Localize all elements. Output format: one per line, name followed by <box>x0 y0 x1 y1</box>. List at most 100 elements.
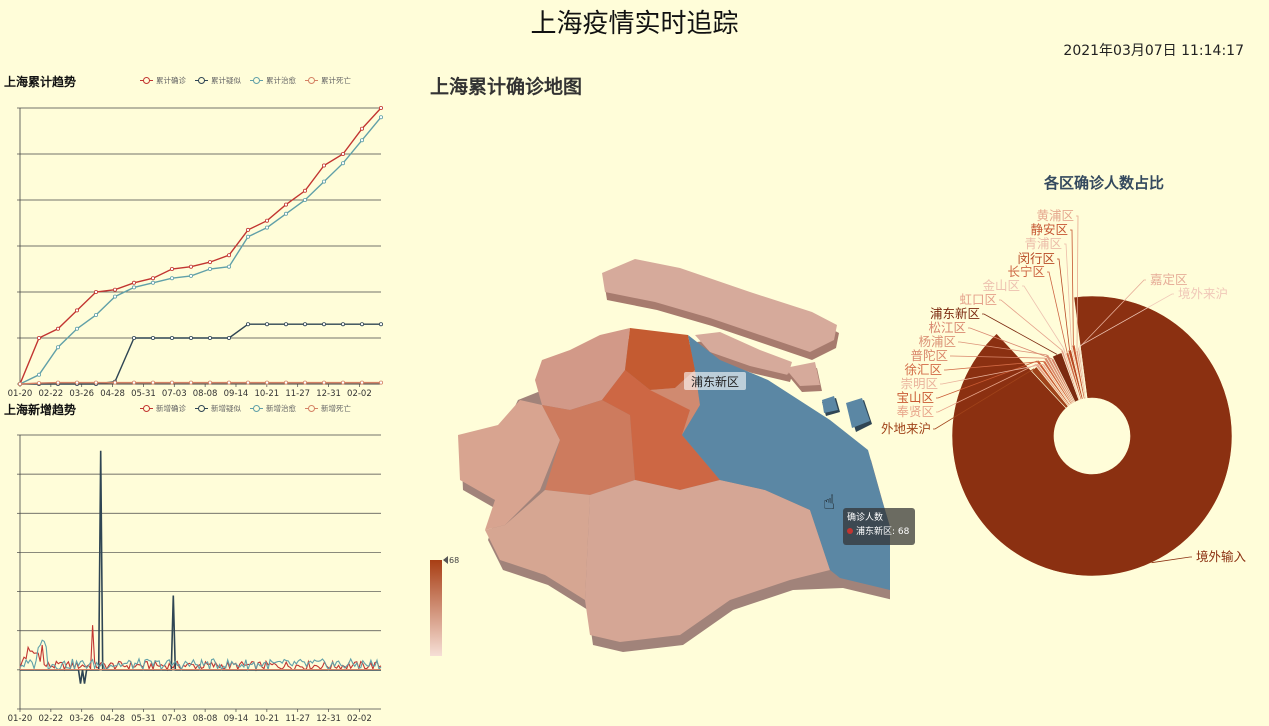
data-point[interactable] <box>245 322 250 327</box>
data-point[interactable] <box>150 276 155 281</box>
data-point[interactable] <box>226 253 231 258</box>
data-point[interactable] <box>340 161 345 166</box>
data-point[interactable] <box>245 234 250 239</box>
data-point[interactable] <box>283 202 288 207</box>
data-point[interactable] <box>302 188 307 193</box>
small-islands[interactable] <box>822 396 872 432</box>
chongming-island[interactable] <box>602 259 839 360</box>
data-point[interactable] <box>321 163 326 168</box>
district-minhang[interactable] <box>602 370 720 490</box>
data-point[interactable] <box>207 380 212 385</box>
data-point[interactable] <box>359 380 364 385</box>
district-baoshan[interactable] <box>625 328 695 390</box>
data-point[interactable] <box>113 294 118 299</box>
pie-slice[interactable] <box>951 295 1233 577</box>
legend-item-new-suspected[interactable]: 新增疑似 <box>195 403 241 414</box>
legend-item-cum-confirmed[interactable]: 累计确诊 <box>140 75 186 86</box>
cumulative-trend-chart[interactable]: 01-20 02-22 03-26 04-28 05-31 07-03 08-08 09-14… <box>0 95 400 405</box>
data-point[interactable] <box>302 198 307 203</box>
data-point[interactable] <box>131 335 136 340</box>
data-point[interactable] <box>131 280 136 285</box>
data-point[interactable] <box>188 380 193 385</box>
data-point[interactable] <box>113 287 118 292</box>
hengsha-island[interactable] <box>785 362 822 392</box>
pie-slice[interactable] <box>1062 347 1081 401</box>
data-point[interactable] <box>340 322 345 327</box>
district-fengxian[interactable] <box>585 480 830 642</box>
data-point[interactable] <box>94 289 99 294</box>
data-point[interactable] <box>245 227 250 232</box>
data-point[interactable] <box>245 380 250 385</box>
data-point[interactable] <box>94 312 99 317</box>
data-point[interactable] <box>37 335 42 340</box>
data-point[interactable] <box>226 335 231 340</box>
legend-item-cum-death[interactable]: 累计死亡 <box>305 75 351 86</box>
data-point[interactable] <box>283 211 288 216</box>
district-qingpu[interactable] <box>458 400 560 530</box>
data-point[interactable] <box>150 335 155 340</box>
data-point[interactable] <box>56 380 61 385</box>
data-point[interactable] <box>264 322 269 327</box>
data-point[interactable] <box>169 266 174 271</box>
data-point[interactable] <box>75 326 80 331</box>
data-point[interactable] <box>188 273 193 278</box>
data-point[interactable] <box>17 381 22 386</box>
series-line[interactable] <box>20 323 381 385</box>
data-point[interactable] <box>169 380 174 385</box>
legend-item-new-cured[interactable]: 新增治愈 <box>250 403 296 414</box>
data-point[interactable] <box>359 138 364 143</box>
data-point[interactable] <box>378 105 383 110</box>
data-point[interactable] <box>207 260 212 265</box>
district-pie-chart[interactable]: 境外输入 外地来沪 奉贤区宝山区崇明区徐汇区普陀区杨浦区松江区浦东新区虹口区金山区长… <box>860 200 1269 600</box>
pie-slice[interactable] <box>1045 353 1075 404</box>
district-pudong[interactable] <box>682 335 890 590</box>
data-point[interactable] <box>56 326 61 331</box>
data-point[interactable] <box>207 335 212 340</box>
data-point[interactable] <box>75 380 80 385</box>
data-point[interactable] <box>188 335 193 340</box>
legend-item-cum-cured[interactable]: 累计治愈 <box>250 75 296 86</box>
legend-item-cum-suspected[interactable]: 累计疑似 <box>195 75 241 86</box>
district-jinshan[interactable] <box>485 490 590 600</box>
data-point[interactable] <box>378 322 383 327</box>
visual-map-bar[interactable] <box>430 560 442 656</box>
pie-slice[interactable] <box>1071 344 1086 400</box>
legend-item-new-death[interactable]: 新增死亡 <box>305 403 351 414</box>
data-point[interactable] <box>283 322 288 327</box>
data-point[interactable] <box>321 179 326 184</box>
changxing-island[interactable] <box>695 332 794 382</box>
legend-item-new-confirmed[interactable]: 新增确诊 <box>140 403 186 414</box>
district-songjiang[interactable] <box>542 400 635 495</box>
data-point[interactable] <box>131 285 136 290</box>
data-point[interactable] <box>359 322 364 327</box>
daily-trend-chart[interactable]: 01-20 02-22 03-26 04-28 05-31 07-03 08-08 09-14… <box>0 425 400 726</box>
data-point[interactable] <box>56 345 61 350</box>
data-point[interactable] <box>226 380 231 385</box>
data-point[interactable] <box>150 380 155 385</box>
data-point[interactable] <box>113 380 118 385</box>
data-point[interactable] <box>359 126 364 131</box>
data-point[interactable] <box>321 322 326 327</box>
data-point[interactable] <box>264 225 269 230</box>
series-line[interactable] <box>19 639 382 672</box>
data-point[interactable] <box>264 380 269 385</box>
data-point[interactable] <box>37 381 42 386</box>
data-point[interactable] <box>150 280 155 285</box>
data-point[interactable] <box>37 372 42 377</box>
data-point[interactable] <box>302 380 307 385</box>
data-point[interactable] <box>340 152 345 157</box>
data-point[interactable] <box>378 380 383 385</box>
series-line[interactable] <box>19 107 382 385</box>
data-point[interactable] <box>264 218 269 223</box>
cumulative-legend[interactable]: 累计确诊 累计疑似 累计治愈 累计死亡 <box>140 75 351 86</box>
series-line[interactable] <box>19 381 381 385</box>
data-point[interactable] <box>131 380 136 385</box>
series-line[interactable] <box>19 116 382 385</box>
data-point[interactable] <box>321 380 326 385</box>
data-point[interactable] <box>169 276 174 281</box>
data-point[interactable] <box>169 335 174 340</box>
district-jiading[interactable] <box>535 328 630 410</box>
data-point[interactable] <box>207 266 212 271</box>
daily-legend[interactable]: 新增确诊 新增疑似 新增治愈 新增死亡 <box>140 403 351 414</box>
data-point[interactable] <box>283 380 288 385</box>
